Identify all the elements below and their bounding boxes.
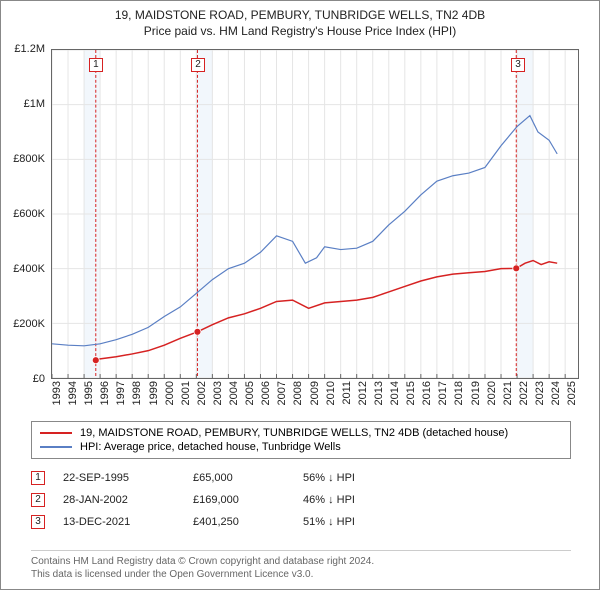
event-row-marker: 1 bbox=[31, 471, 45, 485]
x-tick-label: 2014 bbox=[389, 381, 401, 405]
event-row-price: £65,000 bbox=[193, 472, 303, 484]
y-tick-label: £0 bbox=[33, 373, 45, 385]
y-axis-labels: £0£200K£400K£600K£800K£1M£1.2M bbox=[1, 49, 49, 379]
legend: 19, MAIDSTONE ROAD, PEMBURY, TUNBRIDGE W… bbox=[31, 421, 571, 459]
legend-swatch bbox=[40, 432, 72, 434]
x-tick-label: 2017 bbox=[437, 381, 449, 405]
event-row: 3 13-DEC-2021£401,25051% ↓ HPI bbox=[31, 511, 571, 533]
legend-swatch bbox=[40, 446, 72, 448]
event-row-price: £401,250 bbox=[193, 516, 303, 528]
chart-svg bbox=[52, 50, 578, 378]
x-tick-label: 2021 bbox=[502, 381, 514, 405]
event-row: 2 28-JAN-2002£169,00046% ↓ HPI bbox=[31, 489, 571, 511]
x-tick-label: 1994 bbox=[67, 381, 79, 405]
footer: Contains HM Land Registry data © Crown c… bbox=[31, 550, 571, 581]
event-row-marker: 3 bbox=[31, 515, 45, 529]
event-points bbox=[92, 265, 519, 364]
x-tick-label: 2001 bbox=[180, 381, 192, 405]
event-row-diff: 56% ↓ HPI bbox=[303, 472, 571, 484]
x-tick-label: 2006 bbox=[260, 381, 272, 405]
y-tick-label: £1.2M bbox=[14, 43, 45, 55]
x-tick-label: 1996 bbox=[99, 381, 111, 405]
x-tick-label: 2000 bbox=[164, 381, 176, 405]
y-tick-label: £400K bbox=[13, 263, 45, 275]
event-row-date: 22-SEP-1995 bbox=[63, 472, 193, 484]
x-tick-label: 2003 bbox=[212, 381, 224, 405]
x-tick-label: 2018 bbox=[453, 381, 465, 405]
event-row-marker: 2 bbox=[31, 493, 45, 507]
x-tick-label: 2009 bbox=[309, 381, 321, 405]
footer-line1: Contains HM Land Registry data © Crown c… bbox=[31, 555, 571, 568]
event-row-date: 28-JAN-2002 bbox=[63, 494, 193, 506]
events-table: 1 22-SEP-1995£65,00056% ↓ HPI 2 28-JAN-2002… bbox=[31, 467, 571, 533]
legend-label: HPI: Average price, detached house, Tunb… bbox=[80, 441, 341, 453]
chart-container: 19, MAIDSTONE ROAD, PEMBURY, TUNBRIDGE W… bbox=[0, 0, 600, 590]
x-tick-label: 1998 bbox=[131, 381, 143, 405]
x-axis-labels: 1993 1994 1995 1996 1997 1998 1999 2000 2001 2002… bbox=[51, 379, 579, 419]
x-tick-label: 1999 bbox=[148, 381, 160, 405]
x-tick-label: 2016 bbox=[421, 381, 433, 405]
event-row-price: £169,000 bbox=[193, 494, 303, 506]
legend-label: 19, MAIDSTONE ROAD, PEMBURY, TUNBRIDGE W… bbox=[80, 427, 508, 439]
x-tick-label: 2004 bbox=[228, 381, 240, 405]
title-subtitle: Price paid vs. HM Land Registry's House … bbox=[11, 23, 589, 39]
x-tick-label: 2010 bbox=[325, 381, 337, 405]
x-tick-label: 2002 bbox=[196, 381, 208, 405]
x-tick-label: 2011 bbox=[341, 381, 353, 405]
chart-plot-area: 1 2 3 bbox=[51, 49, 579, 379]
x-tick-label: 2015 bbox=[405, 381, 417, 405]
x-tick-label: 2008 bbox=[292, 381, 304, 405]
x-tick-label: 2019 bbox=[470, 381, 482, 405]
x-tick-label: 2025 bbox=[566, 381, 578, 405]
x-tick-label: 1995 bbox=[83, 381, 95, 405]
event-marker-box: 3 bbox=[511, 58, 525, 72]
event-marker-box: 1 bbox=[89, 58, 103, 72]
y-tick-label: £1M bbox=[24, 98, 45, 110]
y-tick-label: £200K bbox=[13, 318, 45, 330]
legend-row: HPI: Average price, detached house, Tunb… bbox=[40, 440, 562, 454]
event-row-diff: 46% ↓ HPI bbox=[303, 494, 571, 506]
event-row-diff: 51% ↓ HPI bbox=[303, 516, 571, 528]
footer-line2: This data is licensed under the Open Gov… bbox=[31, 568, 571, 581]
title-block: 19, MAIDSTONE ROAD, PEMBURY, TUNBRIDGE W… bbox=[1, 1, 599, 41]
x-tick-label: 2005 bbox=[244, 381, 256, 405]
x-tick-label: 2020 bbox=[486, 381, 498, 405]
legend-row: 19, MAIDSTONE ROAD, PEMBURY, TUNBRIDGE W… bbox=[40, 426, 562, 440]
x-tick-label: 2022 bbox=[518, 381, 530, 405]
x-tick-label: 1997 bbox=[115, 381, 127, 405]
x-tick-label: 2007 bbox=[276, 381, 288, 405]
x-tick-label: 2013 bbox=[373, 381, 385, 405]
y-tick-label: £800K bbox=[13, 153, 45, 165]
x-tick-label: 1993 bbox=[51, 381, 63, 405]
x-tick-label: 2024 bbox=[550, 381, 562, 405]
x-tick-label: 2012 bbox=[357, 381, 369, 405]
event-row: 1 22-SEP-1995£65,00056% ↓ HPI bbox=[31, 467, 571, 489]
gridlines bbox=[52, 50, 578, 378]
x-tick-label: 2023 bbox=[534, 381, 546, 405]
event-marker-box: 2 bbox=[191, 58, 205, 72]
y-tick-label: £600K bbox=[13, 208, 45, 220]
title-address: 19, MAIDSTONE ROAD, PEMBURY, TUNBRIDGE W… bbox=[11, 7, 589, 23]
event-row-date: 13-DEC-2021 bbox=[63, 516, 193, 528]
